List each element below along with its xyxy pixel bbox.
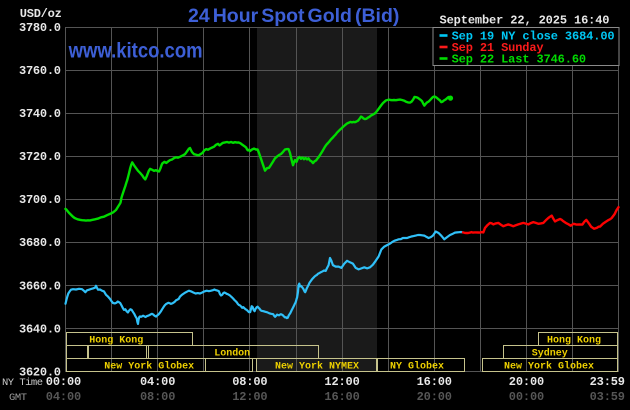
svg-text:08:00: 08:00 <box>140 390 175 404</box>
svg-text:3660.0: 3660.0 <box>19 279 61 293</box>
svg-text:3780.0: 3780.0 <box>19 21 61 35</box>
svg-text:16:00: 16:00 <box>324 390 359 404</box>
svg-text:New York NYMEX: New York NYMEX <box>275 361 359 373</box>
svg-text:3740.0: 3740.0 <box>19 107 61 121</box>
svg-text:Hong Kong: Hong Kong <box>547 336 601 347</box>
svg-text:New York Globex: New York Globex <box>104 361 194 373</box>
svg-text:New York Globex: New York Globex <box>504 361 594 373</box>
svg-text:3720.0: 3720.0 <box>19 150 61 164</box>
svg-text:Sep 19 NY close 3684.00: Sep 19 NY close 3684.00 <box>452 30 615 44</box>
svg-text:3700.0: 3700.0 <box>19 193 61 207</box>
svg-text:3620.0: 3620.0 <box>19 365 61 379</box>
svg-text:Hong Kong: Hong Kong <box>89 336 143 347</box>
svg-text:London: London <box>214 348 250 360</box>
svg-text:16:00: 16:00 <box>417 375 452 389</box>
svg-text:USD/oz: USD/oz <box>20 7 62 21</box>
svg-text:NY Time: NY Time <box>2 377 43 389</box>
svg-text:00:00: 00:00 <box>46 375 81 389</box>
svg-text:04:00: 04:00 <box>140 375 175 389</box>
svg-text:12:00: 12:00 <box>232 390 267 404</box>
svg-text:23:59: 23:59 <box>590 375 625 389</box>
svg-text:20:00: 20:00 <box>509 375 544 389</box>
svg-text:08:00: 08:00 <box>232 375 267 389</box>
svg-text:20:00: 20:00 <box>417 390 452 404</box>
svg-text:NY Globex: NY Globex <box>390 361 444 373</box>
svg-text:www.kitco.com: www.kitco.com <box>68 40 203 63</box>
svg-text:3640.0: 3640.0 <box>19 322 61 336</box>
svg-text:03:59: 03:59 <box>590 390 625 404</box>
svg-text:GMT: GMT <box>9 392 27 404</box>
svg-text:00:00: 00:00 <box>509 390 544 404</box>
svg-text:12:00: 12:00 <box>324 375 359 389</box>
svg-text:Sydney: Sydney <box>532 348 568 360</box>
svg-text:3760.0: 3760.0 <box>19 64 61 78</box>
svg-text:Sep 21 Sunday: Sep 21 Sunday <box>452 41 544 55</box>
svg-text:24 Hour Spot Gold (Bid): 24 Hour Spot Gold (Bid) <box>188 5 399 27</box>
svg-text:3680.0: 3680.0 <box>19 236 61 250</box>
svg-text:04:00: 04:00 <box>46 390 81 404</box>
svg-text:September 22, 2025 16:40: September 22, 2025 16:40 <box>440 14 610 28</box>
svg-text:Sep 22 Last 3746.60: Sep 22 Last 3746.60 <box>452 53 586 67</box>
